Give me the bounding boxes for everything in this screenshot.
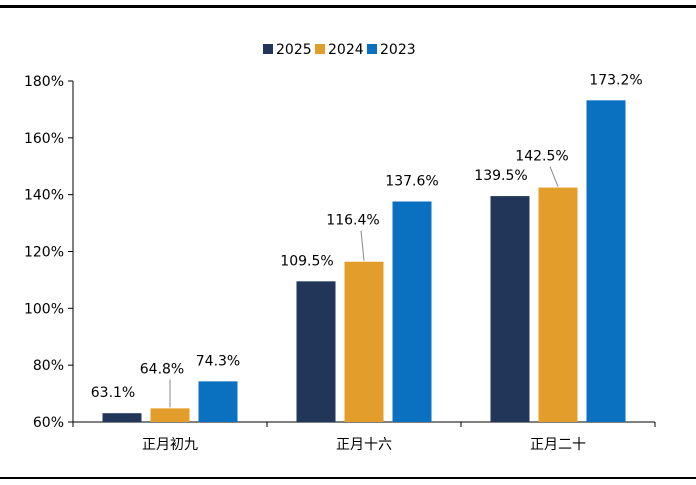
bar-2024: [538, 187, 578, 422]
legend-swatch-2025: [263, 44, 273, 54]
bar-2024: [150, 408, 190, 422]
data-label-2023: 74.3%: [196, 353, 240, 369]
bar-2025: [102, 413, 142, 422]
bar-2023: [392, 201, 432, 422]
bars: [102, 100, 626, 422]
data-label-2023: 173.2%: [589, 72, 642, 88]
top-rule: [0, 5, 696, 8]
leader-line: [549, 166, 559, 187]
x-category-label: 正月十六: [336, 437, 392, 453]
legend-label-2025: 2025: [276, 42, 312, 58]
y-tick-label: 140%: [24, 188, 64, 204]
leader-line: [360, 230, 365, 261]
data-label-2024: 116.4%: [326, 213, 379, 229]
bar-2024: [344, 261, 384, 422]
y-tick-label: 100%: [24, 301, 64, 317]
y-tick-label: 160%: [24, 131, 64, 147]
legend: 2025 2024 2023: [263, 42, 416, 58]
bottom-rule: [0, 477, 696, 479]
y-tick-label: 180%: [24, 74, 64, 90]
legend-label-2023: 2023: [380, 42, 416, 58]
x-category-label: 正月初九: [142, 436, 198, 453]
x-category-label: 正月二十: [530, 437, 586, 453]
y-tick-label: 80%: [33, 358, 64, 374]
legend-label-2024: 2024: [328, 42, 364, 58]
legend-swatch-2023: [367, 44, 377, 54]
data-labels: 63.1% 109.5% 139.5% 64.8% 116.4% 142.5% 74.3% 1…: [91, 72, 643, 408]
data-label-2025: 139.5%: [474, 168, 527, 184]
y-tick-label: 120%: [24, 245, 64, 261]
data-label-2024: 142.5%: [515, 149, 568, 165]
data-label-2025: 63.1%: [91, 385, 135, 401]
bar-2023: [198, 381, 238, 422]
data-label-2025: 109.5%: [280, 253, 333, 269]
x-axis: 正月初九 正月十六 正月二十: [72, 421, 656, 453]
bar-2023: [586, 100, 626, 422]
bar-2025: [490, 196, 530, 422]
data-label-2023: 137.6%: [385, 173, 438, 189]
y-tick-label: 60%: [33, 415, 64, 431]
data-label-2024: 64.8%: [140, 361, 184, 377]
legend-swatch-2024: [315, 44, 325, 54]
y-axis: 60% 80% 100% 120% 140% 160% 180%: [24, 74, 74, 431]
bar-2025: [296, 281, 336, 422]
